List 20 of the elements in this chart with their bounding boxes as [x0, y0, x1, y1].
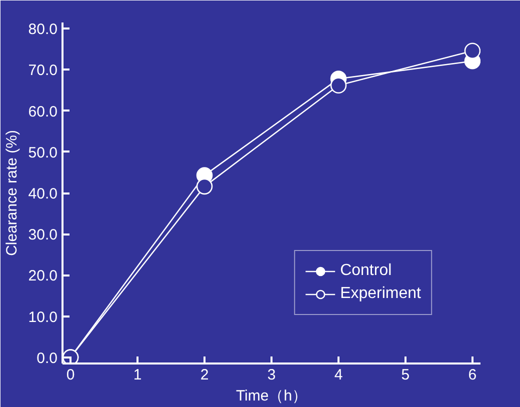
- legend-label: Control: [340, 262, 392, 280]
- x-tick-label: 5: [401, 366, 410, 384]
- x-tick-label: 3: [267, 366, 276, 384]
- y-axis-title: Clearance rate (%): [3, 130, 20, 256]
- legend-label: Experiment: [340, 285, 421, 303]
- y-tick-label: 0.0: [36, 350, 58, 367]
- x-tick-label: 2: [200, 366, 209, 384]
- y-tick-label: 40.0: [28, 186, 58, 202]
- y-tick-label: 30.0: [28, 226, 58, 244]
- y-tick-label: 60.0: [28, 103, 58, 120]
- x-tick-label: 1: [133, 366, 142, 384]
- x-axis-title: Time（h）: [236, 388, 308, 404]
- x-tick-label: 0: [66, 366, 75, 384]
- y-tick-label: 80.0: [28, 21, 58, 38]
- y-tick-label: 10.0: [28, 308, 58, 326]
- y-tick-label: 70.0: [28, 62, 58, 80]
- x-tick-label: 4: [334, 366, 343, 384]
- x-tick-label: 6: [468, 366, 477, 384]
- y-tick-label: 50.0: [28, 144, 58, 162]
- y-tick-label: 20.0: [28, 268, 58, 285]
